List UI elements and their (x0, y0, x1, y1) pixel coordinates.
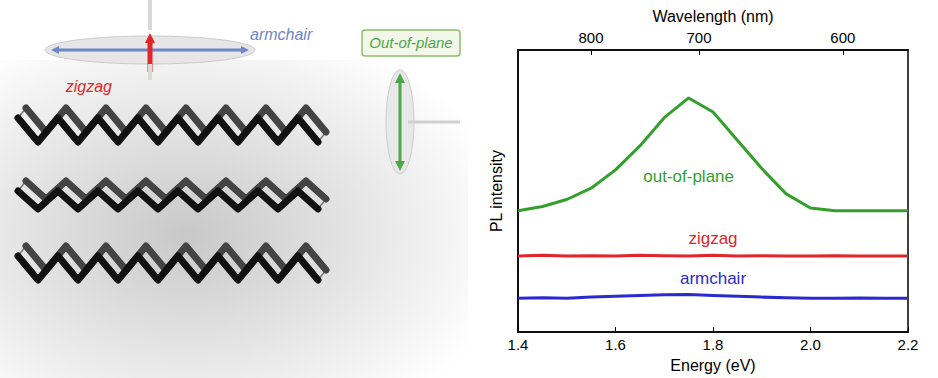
svg-text:Energy (eV): Energy (eV) (670, 357, 755, 374)
svg-text:Out-of-plane: Out-of-plane (369, 34, 452, 51)
svg-text:2.0: 2.0 (800, 336, 821, 353)
svg-text:600: 600 (830, 29, 855, 46)
svg-text:1.4: 1.4 (508, 336, 529, 353)
svg-text:800: 800 (579, 29, 604, 46)
svg-text:1.6: 1.6 (605, 336, 626, 353)
svg-text:armchair: armchair (680, 269, 746, 288)
svg-text:2.2: 2.2 (898, 336, 919, 353)
svg-text:zigzag: zigzag (688, 229, 737, 248)
svg-text:PL intensity: PL intensity (488, 150, 505, 232)
svg-text:700: 700 (686, 29, 711, 46)
svg-text:armchair: armchair (250, 26, 313, 43)
svg-text:1.8: 1.8 (703, 336, 724, 353)
svg-text:out-of-plane: out-of-plane (643, 167, 734, 186)
svg-text:zigzag: zigzag (65, 78, 112, 95)
svg-text:Wavelength (nm): Wavelength (nm) (652, 8, 773, 25)
